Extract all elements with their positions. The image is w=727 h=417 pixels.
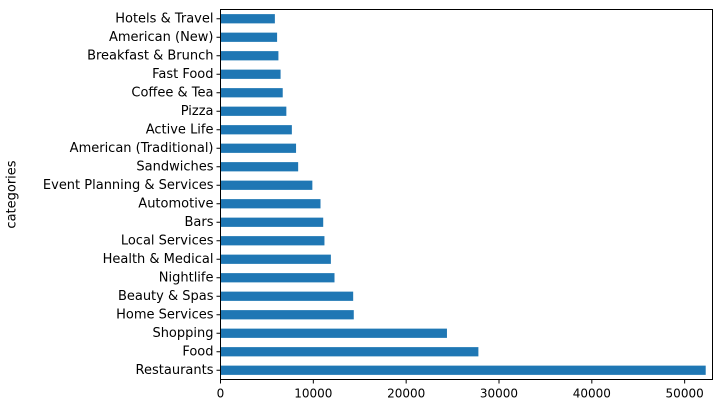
bar-breakfast-brunch — [220, 51, 279, 61]
bars-layer — [220, 14, 706, 375]
bar-health-medical — [220, 254, 331, 264]
y-tick-label: Pizza — [181, 104, 214, 119]
bar-restaurants — [220, 365, 706, 375]
y-tick-label: Shopping — [152, 326, 213, 341]
bar-beauty-spas — [220, 291, 354, 301]
y-tick-label: Active Life — [146, 122, 214, 137]
y-axis-ticks: Restaurants Food Shopping Home Services Beau… — [43, 11, 221, 378]
y-tick-label: Automotive — [138, 196, 213, 211]
bar-event-planning-services — [220, 180, 313, 190]
y-axis-label: categories — [5, 160, 20, 228]
bar-food — [220, 347, 479, 357]
bar-sandwiches — [220, 162, 299, 172]
y-tick-label: Beauty & Spas — [118, 289, 214, 304]
bar-american-traditional — [220, 143, 297, 153]
y-tick-label: Event Planning & Services — [43, 178, 214, 193]
y-tick-label: Bars — [184, 215, 213, 230]
y-tick-label: American (Traditional) — [70, 141, 214, 156]
bar-pizza — [220, 106, 287, 116]
x-tick-label: 30000 — [480, 387, 518, 401]
bar-automotive — [220, 199, 321, 209]
y-tick-label: Food — [182, 344, 213, 359]
bar-fast-food — [220, 69, 281, 79]
x-tick-label: 0 — [217, 387, 225, 401]
plot-frame — [220, 9, 713, 380]
bar-bars — [220, 217, 324, 227]
bar-shopping — [220, 328, 447, 338]
x-tick-label: 50000 — [666, 387, 704, 401]
y-tick-label: Coffee & Tea — [131, 85, 213, 100]
y-tick-label: Fast Food — [152, 67, 213, 82]
bar-home-services — [220, 310, 354, 320]
y-tick-label: Hotels & Travel — [115, 11, 213, 26]
x-tick-label: 40000 — [573, 387, 611, 401]
bar-american-new — [220, 32, 278, 42]
bar-active-life — [220, 125, 292, 135]
bar-local-services — [220, 236, 325, 246]
y-tick-label: Breakfast & Brunch — [87, 48, 213, 63]
y-tick-label: Restaurants — [136, 363, 214, 378]
y-tick-label: Nightlife — [159, 270, 214, 285]
y-tick-label: Home Services — [116, 307, 214, 322]
bar-coffee-tea — [220, 88, 283, 98]
x-tick-label: 20000 — [387, 387, 425, 401]
x-tick-label: 10000 — [294, 387, 332, 401]
y-tick-label: Health & Medical — [103, 252, 214, 267]
y-tick-label: American (New) — [109, 30, 214, 45]
x-axis-ticks: 0 10000 20000 30000 40000 50000 — [217, 379, 704, 401]
y-tick-label: Local Services — [121, 233, 214, 248]
y-tick-label: Sandwiches — [136, 159, 213, 174]
bar-hotels-travel — [220, 14, 275, 24]
bar-nightlife — [220, 273, 335, 283]
